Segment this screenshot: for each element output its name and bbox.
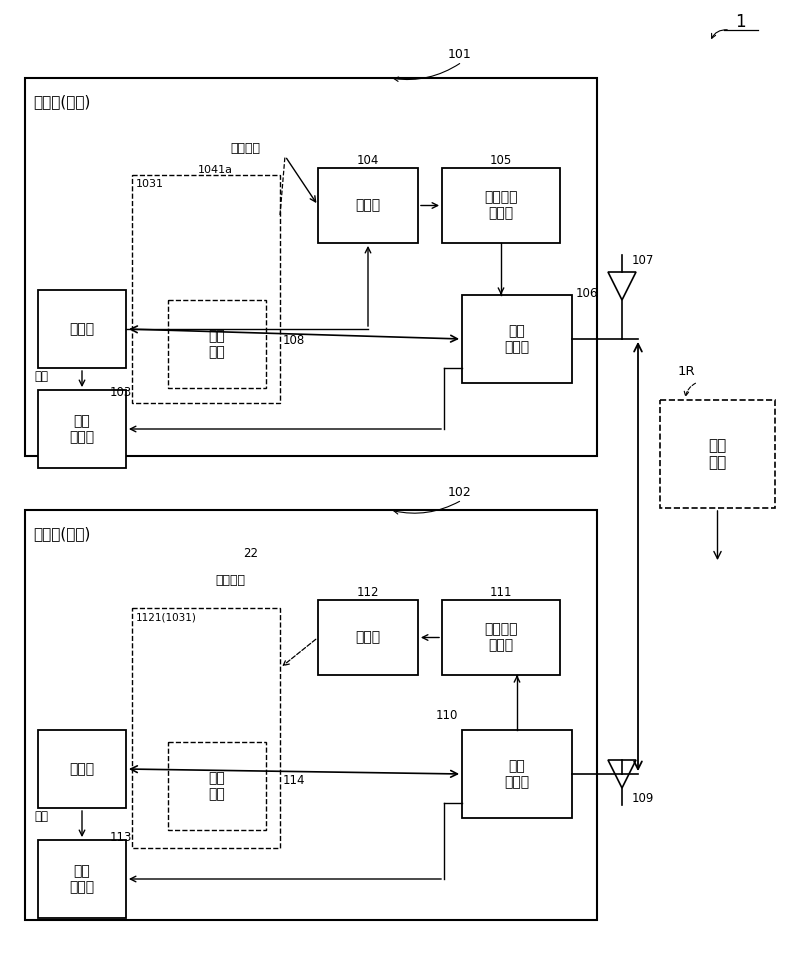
Text: 111: 111 — [490, 586, 512, 598]
Bar — [25, 78, 597, 456]
Text: 113: 113 — [110, 831, 132, 844]
Text: 107: 107 — [632, 254, 654, 266]
Bar — [462, 295, 572, 383]
Bar — [660, 400, 775, 508]
Text: 解码部: 解码部 — [355, 630, 381, 644]
Text: 控制部: 控制部 — [70, 322, 94, 336]
Text: 114: 114 — [282, 775, 306, 788]
Text: 脉冲间隔
解调部: 脉冲间隔 解调部 — [484, 623, 518, 653]
Bar — [318, 168, 418, 243]
Text: 无线机(子机): 无线机(子机) — [33, 526, 90, 541]
Text: 1041a: 1041a — [198, 165, 233, 175]
Text: 103: 103 — [110, 386, 132, 399]
Bar — [168, 300, 266, 388]
Text: 频率
变换部: 频率 变换部 — [505, 324, 530, 354]
Text: 控制部: 控制部 — [70, 762, 94, 776]
Bar — [318, 600, 418, 675]
Text: 102: 102 — [448, 486, 472, 500]
Bar — [442, 600, 560, 675]
Text: 112: 112 — [357, 586, 379, 598]
Text: 1R: 1R — [678, 365, 696, 378]
Bar — [132, 175, 280, 403]
Bar — [168, 742, 266, 830]
Bar — [38, 840, 126, 918]
Text: 频道
信息: 频道 信息 — [209, 771, 226, 801]
Text: 脉冲间隔
调制部: 脉冲间隔 调制部 — [484, 190, 518, 221]
Text: 唤醒信息: 唤醒信息 — [215, 574, 245, 587]
Text: 105: 105 — [490, 153, 512, 167]
Bar — [442, 168, 560, 243]
Bar — [38, 290, 126, 368]
Text: 启动: 启动 — [34, 370, 48, 383]
Text: 101: 101 — [448, 49, 472, 61]
Bar — [132, 608, 280, 848]
Text: 106: 106 — [576, 287, 598, 300]
Text: 无线机(母机): 无线机(母机) — [33, 94, 90, 109]
Text: 104: 104 — [357, 153, 379, 167]
Text: 1: 1 — [734, 13, 746, 31]
Bar — [38, 730, 126, 808]
Bar — [462, 730, 572, 818]
Bar — [38, 390, 126, 468]
Text: 108: 108 — [283, 335, 305, 347]
Text: 109: 109 — [632, 792, 654, 804]
Text: 22: 22 — [243, 547, 258, 560]
Text: 数据
通信部: 数据 通信部 — [70, 414, 94, 444]
Text: 启动: 启动 — [34, 810, 48, 823]
Text: 唤醒信息: 唤醒信息 — [230, 142, 260, 154]
Text: 110: 110 — [436, 709, 458, 722]
Text: 编码部: 编码部 — [355, 198, 381, 213]
Text: 数据
通信部: 数据 通信部 — [70, 864, 94, 894]
Bar — [25, 510, 597, 920]
Text: 1121(1031): 1121(1031) — [136, 612, 197, 622]
Text: 频率
变换部: 频率 变换部 — [505, 759, 530, 790]
Text: 唤醒
信号: 唤醒 信号 — [708, 438, 726, 470]
Text: 1031: 1031 — [136, 179, 164, 189]
Text: 频道
信息: 频道 信息 — [209, 329, 226, 359]
